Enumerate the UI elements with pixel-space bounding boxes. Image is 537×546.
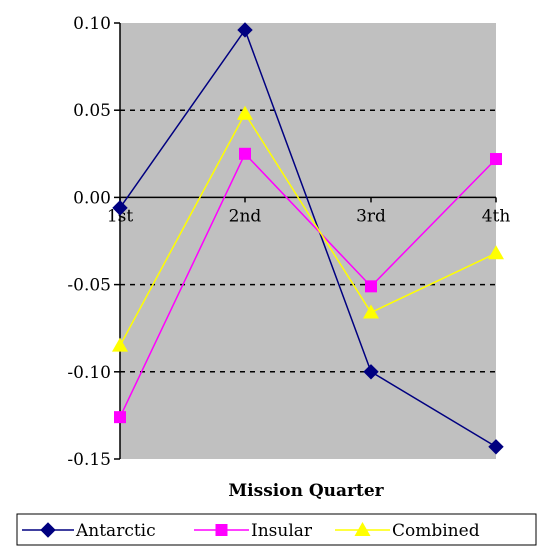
legend-antarctic-label: Antarctic: [75, 521, 156, 541]
x-axis-title: Mission Quarter: [228, 481, 384, 501]
insular-data-point: [365, 280, 377, 293]
insular-data-point: [490, 153, 502, 166]
combined-data-point: [363, 304, 379, 319]
legend-box: [16, 513, 537, 546]
legend-insular-label: Insular: [251, 521, 313, 541]
combined-data-point: [488, 245, 504, 260]
legend-combined-label: Combined: [392, 521, 480, 541]
x-tick-label: 2nd: [229, 206, 262, 226]
insular-data-point: [114, 411, 126, 424]
combined-data-point: [112, 337, 128, 352]
insular-data-point: [239, 147, 251, 160]
legend-antarctic-marker: [40, 522, 56, 538]
antarctic-data-point: [488, 439, 504, 455]
legend: Antarctic Insular Combined: [16, 513, 537, 546]
y-tick-label: -0.15: [67, 450, 111, 470]
x-tick-label: 3rd: [356, 206, 386, 226]
combined-data-point: [237, 105, 253, 120]
series-group: [112, 22, 504, 455]
y-tick-label: 0.05: [73, 101, 111, 121]
combined-series-line: [119, 112, 497, 346]
antarctic-series-line: [119, 28, 497, 448]
y-tick-label: -0.05: [67, 276, 111, 296]
y-tick-label: 0.10: [73, 14, 111, 34]
legend-insular-marker: [215, 524, 228, 536]
y-tick-label: 0.00: [73, 188, 111, 208]
x-tick-labels: 1st 2nd 3rd 4th: [107, 206, 511, 226]
x-tick-label: 1st: [107, 206, 134, 226]
antarctic-data-point: [112, 200, 128, 216]
y-tick-label: -0.10: [67, 363, 111, 383]
insular-series-line: [119, 152, 497, 418]
y-tick-labels: 0.10 0.05 0.00 -0.05 -0.10 -0.15: [67, 14, 111, 470]
plot-area: [120, 23, 496, 459]
antarctic-data-point: [363, 364, 379, 380]
antarctic-data-point: [237, 22, 253, 38]
legend-combined-marker: [354, 522, 371, 536]
x-tick-label: 4th: [482, 206, 511, 226]
